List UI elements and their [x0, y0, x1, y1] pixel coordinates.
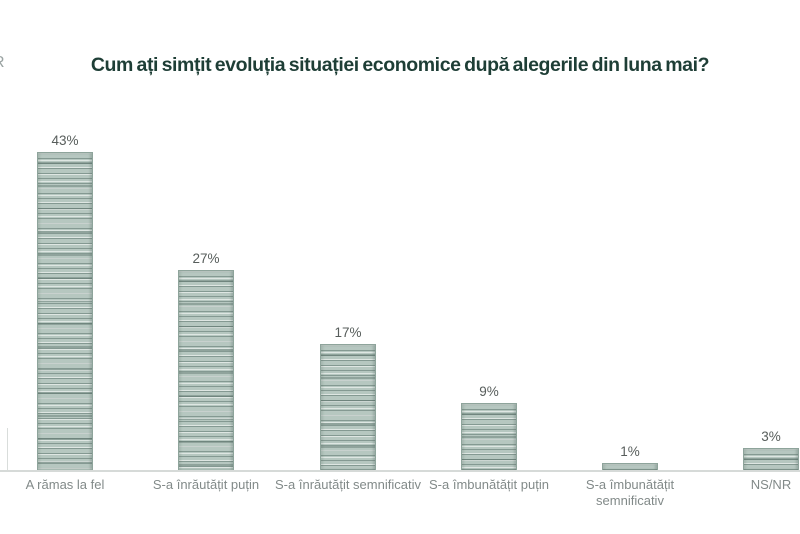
category-label: S-a îmbunătățit puțin	[429, 477, 549, 492]
bar	[178, 270, 234, 470]
bar-column: 27% S-a înrăutățit puțin	[136, 130, 276, 534]
bar-column: 1% S-a îmbunătățit semnificativ	[560, 130, 700, 534]
bar	[461, 403, 517, 470]
bar-column: 43% A rămas la fel	[0, 130, 135, 534]
x-axis-line	[0, 470, 800, 472]
value-label: 1%	[620, 444, 640, 459]
category-label: A rămas la fel	[25, 477, 105, 492]
category-label: S-a înrăutățit semnificativ	[275, 477, 421, 492]
watermark-fragment: R	[0, 54, 5, 72]
bar-column: 9% S-a îmbunătățit puțin	[419, 130, 559, 534]
value-label: 17%	[334, 325, 362, 340]
category-label: S-a înrăutățit puțin	[152, 477, 260, 492]
bar-column: 3% NS/NR	[701, 130, 800, 534]
bar	[320, 344, 376, 470]
chart-title: Cum ați simțit evoluția situației econom…	[90, 54, 710, 76]
value-label: 43%	[51, 133, 79, 148]
category-label: S-a îmbunătățit semnificativ	[585, 477, 675, 508]
value-label: 9%	[479, 384, 499, 399]
value-label: 3%	[761, 429, 781, 444]
value-label: 27%	[192, 251, 220, 266]
category-label: NS/NR	[750, 477, 792, 492]
y-axis-line	[7, 428, 8, 470]
bar	[602, 463, 658, 470]
bar	[37, 152, 93, 470]
bar	[743, 448, 799, 470]
bar-column: 17% S-a înrăutățit semnificativ	[275, 130, 421, 534]
